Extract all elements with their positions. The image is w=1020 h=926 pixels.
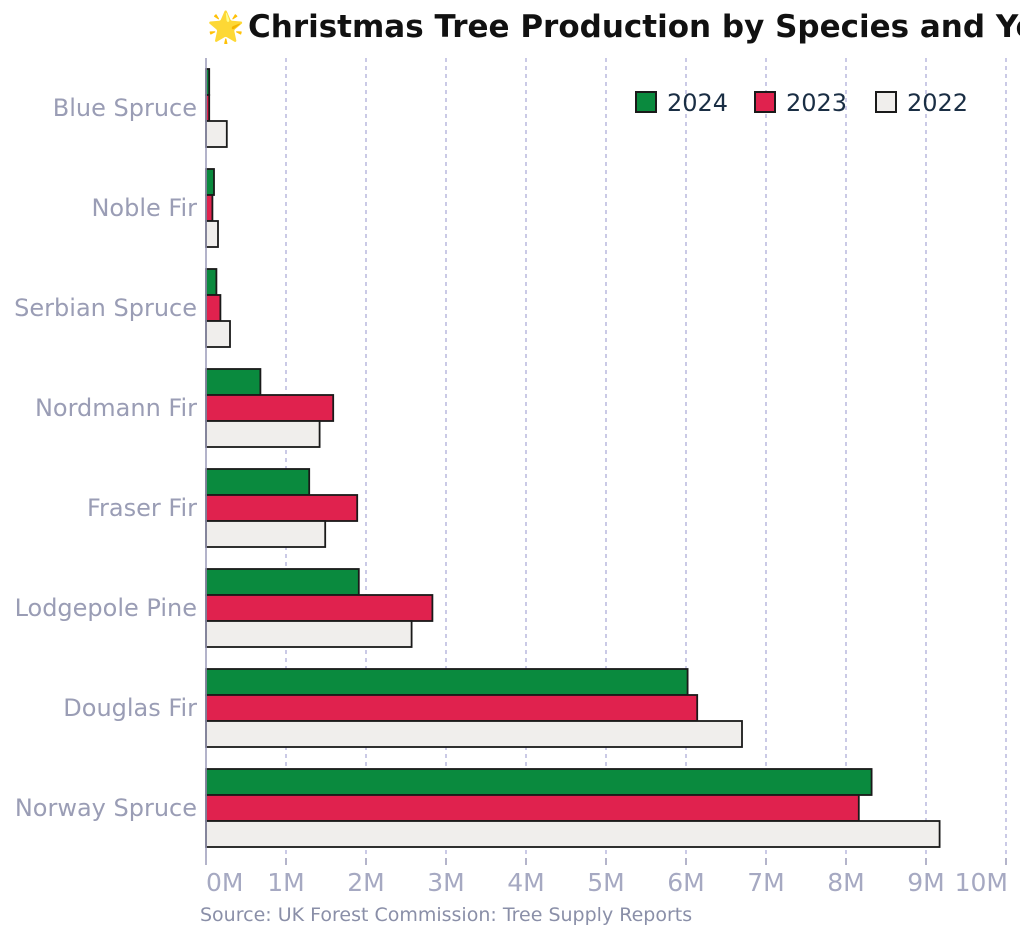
x-tick-label: 7M [747,868,784,897]
bar-lodgepole-pine-2024[interactable] [205,568,360,596]
bar-norway-spruce-2022[interactable] [205,820,941,848]
x-tick-label: 9M [907,868,944,897]
bar-douglas-fir-2022[interactable] [205,720,743,748]
legend-label-2023: 2023 [786,89,847,117]
bar-fraser-fir-2024[interactable] [205,468,311,496]
bar-serbian-spruce-2024[interactable] [205,268,218,296]
star-icon: 🌟 [207,9,244,45]
category-label: Fraser Fir [87,494,197,522]
source-note: Source: UK Forest Commission: Tree Suppl… [200,904,692,926]
bar-norway-spruce-2023[interactable] [205,794,860,822]
axes: Blue Spruce Noble Fir Serbian Spruce Nordma… [14,58,1008,897]
legend: 2024 2023 2022 [635,89,968,117]
bar-noble-fir-2024[interactable] [205,168,215,196]
category-label: Noble Fir [91,194,197,222]
x-tick-label: 5M [587,868,624,897]
bar-serbian-spruce-2023[interactable] [205,294,222,322]
x-tick-label: 1M [267,868,304,897]
x-tick-label: 0M [206,868,243,897]
category-label: Douglas Fir [63,694,197,722]
bar-blue-spruce-2022[interactable] [205,120,228,148]
bar-nordmann-fir-2023[interactable] [205,394,335,422]
bar-noble-fir-2022[interactable] [205,220,219,248]
bar-lodgepole-pine-2022[interactable] [205,620,413,648]
bar-douglas-fir-2023[interactable] [205,694,699,722]
category-label: Serbian Spruce [14,294,197,322]
bar-douglas-fir-2024[interactable] [205,668,689,696]
x-tick-label: 10M [955,868,1008,897]
legend-swatch-2023 [754,91,776,113]
chart-title: Christmas Tree Production by Species and… [248,9,1020,45]
bar-lodgepole-pine-2023[interactable] [205,594,434,622]
category-label: Lodgepole Pine [15,594,197,622]
bar-fraser-fir-2022[interactable] [205,520,327,548]
category-label: Nordmann Fir [35,394,197,422]
bar-nordmann-fir-2022[interactable] [205,420,321,448]
x-tick-label: 8M [827,868,864,897]
legend-label-2022: 2022 [907,89,968,117]
x-tick-label: 3M [427,868,464,897]
category-label: Norway Spruce [15,794,197,822]
legend-swatch-2024 [635,91,657,113]
bar-nordmann-fir-2024[interactable] [205,368,262,396]
chart-title-group: 🌟 Christmas Tree Production by Species a… [207,9,1020,45]
x-tick-label: 6M [667,868,704,897]
x-tick-label: 2M [347,868,384,897]
bar-noble-fir-2023[interactable] [205,194,214,222]
bars [205,68,941,848]
bar-norway-spruce-2024[interactable] [205,768,873,796]
bar-fraser-fir-2023[interactable] [205,494,359,522]
bar-serbian-spruce-2022[interactable] [205,320,231,348]
x-tick-label: 4M [507,868,544,897]
category-label: Blue Spruce [53,94,197,122]
legend-label-2024: 2024 [667,89,728,117]
legend-swatch-2022 [875,91,897,113]
